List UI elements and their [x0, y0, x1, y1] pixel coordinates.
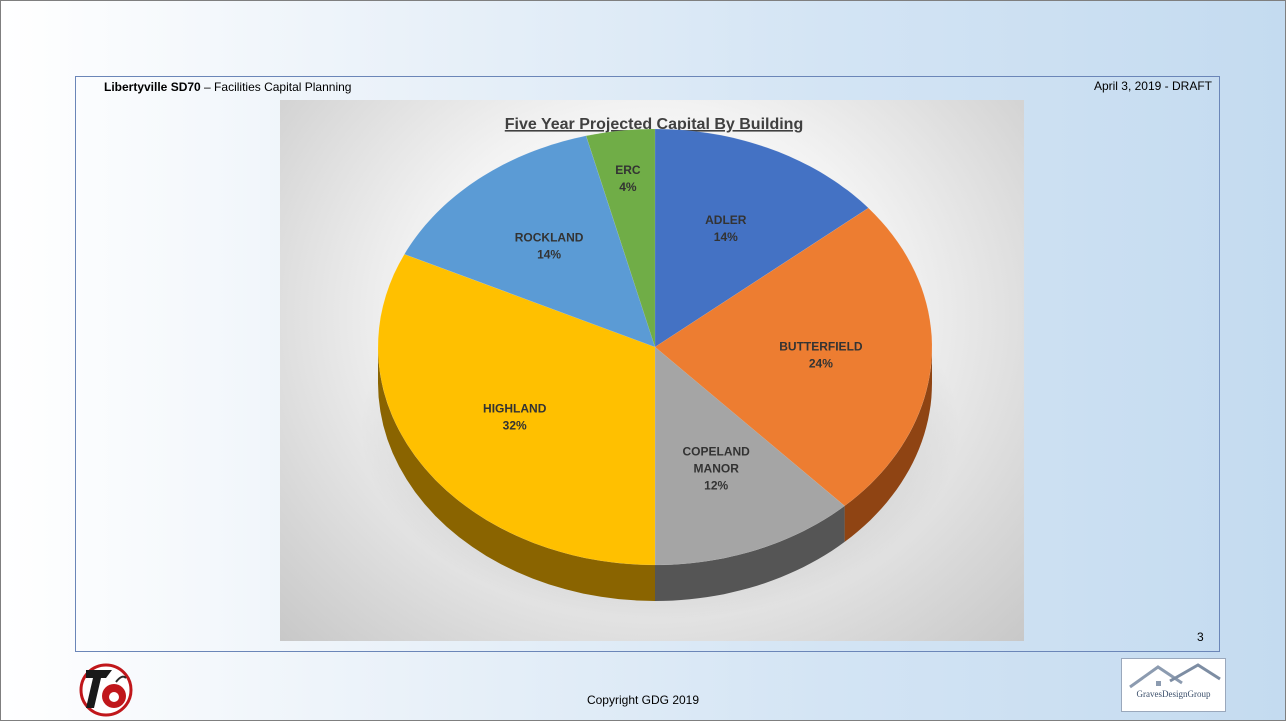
sd70-logo [79, 663, 133, 717]
pie-label-name: BUTTERFIELD [779, 340, 863, 354]
header-org-rest: – Facilities Capital Planning [200, 80, 352, 94]
chart-title: Five Year Projected Capital By Building [505, 116, 803, 133]
pie-label-name: ERC [615, 163, 641, 177]
pie-label-percent: 24% [809, 357, 833, 371]
pie-slices [377, 128, 933, 566]
pie-slice-adler [654, 128, 869, 348]
pie-label-percent: 14% [537, 248, 561, 262]
pie-label-percent: 12% [704, 479, 728, 493]
pie-side-copeland-manor [655, 505, 845, 601]
pie-label-name: HIGHLAND [483, 402, 547, 416]
pie-chart: Five Year Projected Capital By Building … [360, 116, 960, 620]
pie-slice-copeland-manor [654, 346, 846, 566]
gdg-roof-icon [1129, 663, 1221, 689]
pie-labels: ADLER 14% BUTTERFIELD 24% COPELAND MANOR 12% HI… [483, 163, 863, 493]
copyright-text: Copyright GDG 2019 [586, 693, 700, 707]
pie-label-rockland: ROCKLAND 14% [515, 231, 584, 262]
header-title: Libertyville SD70 – Facilities Capital P… [104, 80, 351, 94]
header-org-bold: Libertyville SD70 [104, 80, 201, 94]
pie-label-name: COPELAND [683, 445, 751, 459]
gdg-logo-text: GravesDesignGroup [1136, 689, 1211, 699]
pie-slice-erc [585, 128, 656, 348]
chart-panel: Five Year Projected Capital By Building … [280, 100, 1024, 641]
pie-label-name: ADLER [705, 213, 747, 227]
graves-design-group-logo: GravesDesignGroup [1121, 658, 1226, 712]
pie-slice-highland [377, 253, 656, 566]
header-date-status: April 3, 2019 - DRAFT [1093, 79, 1212, 93]
pie-side-highland [378, 347, 655, 601]
pie-label-name: ROCKLAND [515, 231, 584, 245]
pie-label-copeland-manor: COPELAND MANOR 12% [683, 445, 751, 493]
pie-slice-rockland [404, 135, 656, 348]
pie-label-percent: 32% [503, 419, 527, 433]
pie-label-erc: ERC 4% [615, 163, 641, 194]
pie-side-butterfield [844, 347, 932, 542]
pie-sides [378, 347, 932, 601]
pie-label-butterfield: BUTTERFIELD 24% [779, 340, 863, 371]
pie-label-percent: 14% [714, 230, 738, 244]
page-number: 3 [1197, 630, 1204, 644]
pie-label-highland: HIGHLAND 32% [483, 402, 547, 433]
content-frame [75, 76, 1220, 652]
pie-label-percent: 4% [619, 180, 637, 194]
pie-slice-butterfield [654, 207, 933, 507]
pie-label-name: MANOR [694, 462, 740, 476]
pie-label-adler: ADLER 14% [705, 213, 747, 244]
